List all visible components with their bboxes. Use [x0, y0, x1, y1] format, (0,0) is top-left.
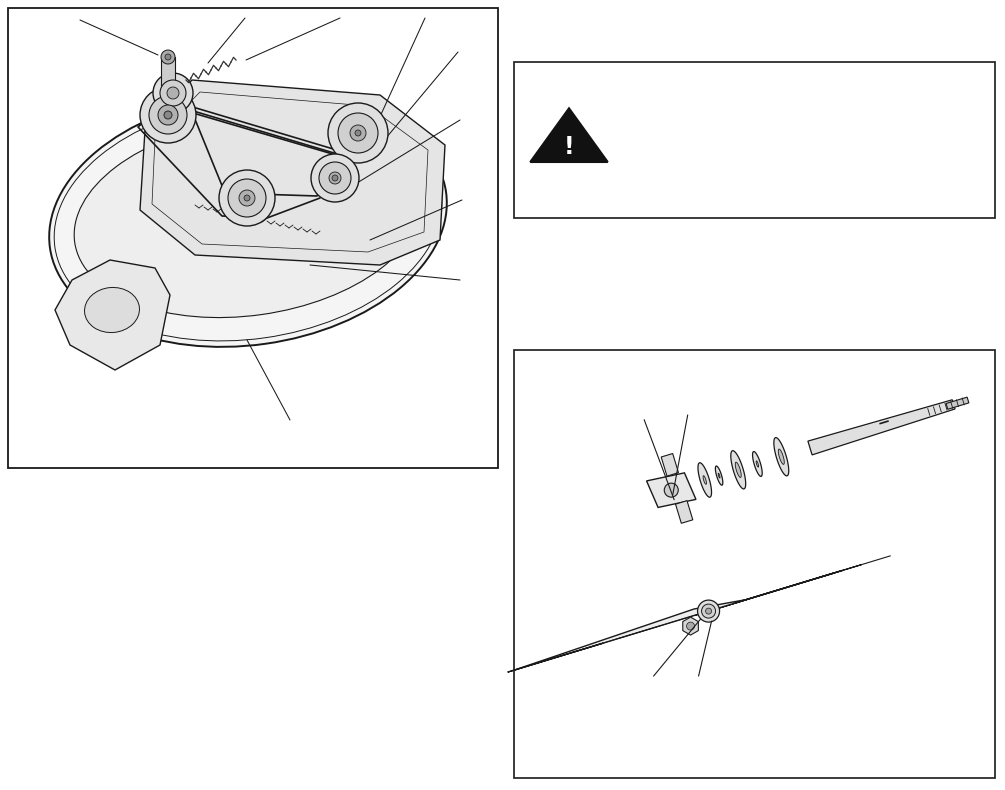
Polygon shape — [508, 643, 603, 672]
Polygon shape — [808, 400, 955, 455]
Polygon shape — [716, 466, 723, 485]
Polygon shape — [531, 108, 608, 162]
Circle shape — [350, 125, 366, 141]
Circle shape — [697, 600, 720, 622]
Circle shape — [706, 608, 712, 614]
Circle shape — [338, 113, 378, 153]
Bar — [514, 62, 995, 218]
Polygon shape — [694, 570, 842, 615]
Circle shape — [319, 162, 351, 194]
Ellipse shape — [84, 288, 140, 333]
Polygon shape — [55, 260, 170, 370]
Circle shape — [160, 80, 186, 106]
Circle shape — [239, 190, 255, 206]
Circle shape — [228, 179, 266, 217]
Polygon shape — [731, 450, 746, 489]
Circle shape — [149, 96, 187, 134]
Circle shape — [311, 154, 359, 202]
Polygon shape — [513, 600, 747, 671]
Circle shape — [167, 87, 179, 99]
Circle shape — [219, 170, 275, 226]
Bar — [161, 57, 175, 87]
Polygon shape — [774, 438, 789, 476]
Polygon shape — [778, 449, 784, 465]
Circle shape — [332, 175, 338, 181]
Circle shape — [329, 172, 341, 184]
Circle shape — [165, 54, 171, 60]
Ellipse shape — [74, 118, 422, 318]
Polygon shape — [646, 473, 695, 507]
Polygon shape — [753, 452, 762, 476]
Circle shape — [244, 195, 250, 201]
Bar — [514, 350, 995, 778]
Circle shape — [164, 111, 172, 119]
Circle shape — [664, 483, 678, 497]
Ellipse shape — [49, 93, 447, 347]
Polygon shape — [140, 80, 445, 265]
Circle shape — [355, 130, 361, 136]
Circle shape — [701, 604, 716, 618]
Polygon shape — [697, 463, 712, 497]
Polygon shape — [719, 473, 720, 478]
Circle shape — [686, 622, 694, 630]
Circle shape — [161, 50, 175, 64]
Circle shape — [153, 73, 193, 113]
Circle shape — [140, 87, 196, 143]
Polygon shape — [946, 397, 969, 409]
Polygon shape — [736, 462, 742, 477]
Polygon shape — [682, 617, 698, 635]
Bar — [8, 8, 498, 468]
Polygon shape — [675, 501, 692, 523]
Polygon shape — [704, 476, 707, 484]
Polygon shape — [661, 453, 678, 476]
Polygon shape — [819, 565, 861, 577]
Circle shape — [158, 105, 178, 125]
Polygon shape — [756, 461, 759, 467]
Polygon shape — [699, 573, 835, 614]
Text: !: ! — [564, 134, 574, 159]
Circle shape — [328, 103, 388, 163]
